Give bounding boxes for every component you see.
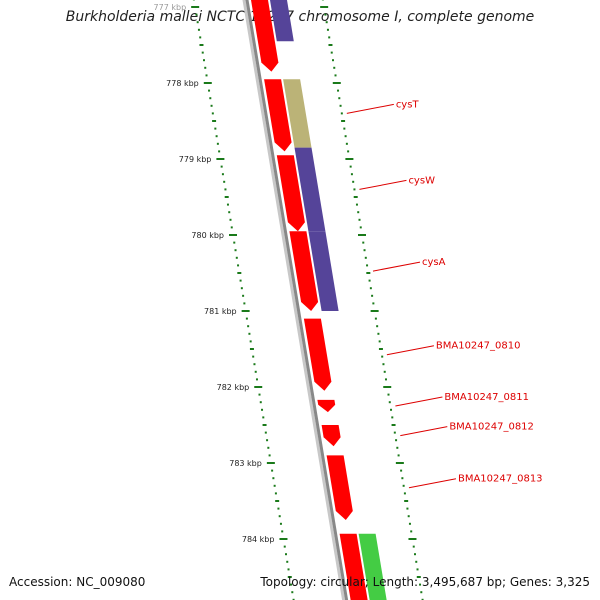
gene-BMA10247_0811 [317, 399, 336, 413]
gene-feature-12 [339, 533, 368, 600]
accession-text: Accession: NC_009080 [9, 575, 146, 589]
gene-label-BMA10247_0810: BMA10247_0810 [436, 341, 521, 352]
gene-label-leader [386, 345, 434, 356]
gene-BMA10247_0810 [303, 318, 332, 391]
gene-label-leader [408, 478, 457, 489]
gene-BMA10247_0812 [321, 425, 341, 447]
gene-feature-6 [289, 231, 319, 311]
tick-label: 779 kbp [179, 155, 212, 164]
gene-label-leader [359, 179, 407, 190]
tick-label: 781 kbp [204, 307, 237, 316]
gene-label-leader [395, 396, 443, 407]
gene-label-leader [346, 103, 394, 114]
gene-label-leader [372, 261, 421, 272]
gene-feature-1 [269, 0, 294, 42]
chromosome-backbone [245, 0, 349, 600]
gene-BMA10247_0813 [326, 455, 353, 520]
gene-label-cysT: cysT [396, 99, 420, 110]
gene-feature-2 [264, 79, 292, 152]
gene-label-cysW: cysW [408, 175, 435, 186]
gene-feature-13 [358, 533, 387, 600]
tick-label: 777 kbp [154, 3, 187, 12]
gene-feature-4 [276, 155, 305, 232]
map-title: Burkholderia mallei NCTC 10247 chromosom… [65, 9, 535, 25]
gene-cysW [294, 147, 326, 232]
gene-label-BMA10247_0812: BMA10247_0812 [449, 422, 534, 433]
genome-summary: Topology: circular; Length: 3,495,687 bp… [260, 575, 590, 589]
tick-label: 783 kbp [229, 459, 262, 468]
tick-label: 784 kbp [242, 535, 275, 544]
tick-label: 782 kbp [217, 383, 250, 392]
tick-label: 780 kbp [191, 231, 224, 240]
gene-feature-0 [250, 0, 279, 72]
gene-label-BMA10247_0811: BMA10247_0811 [444, 392, 529, 403]
gene-label-leader [400, 426, 448, 437]
tick-label: 778 kbp [166, 79, 199, 88]
backbone-shadow [242, 0, 346, 600]
gene-label-BMA10247_0813: BMA10247_0813 [458, 474, 543, 485]
gene-cysT [283, 79, 312, 148]
gene-cysA [308, 231, 339, 311]
gene-label-cysA: cysA [422, 257, 446, 268]
